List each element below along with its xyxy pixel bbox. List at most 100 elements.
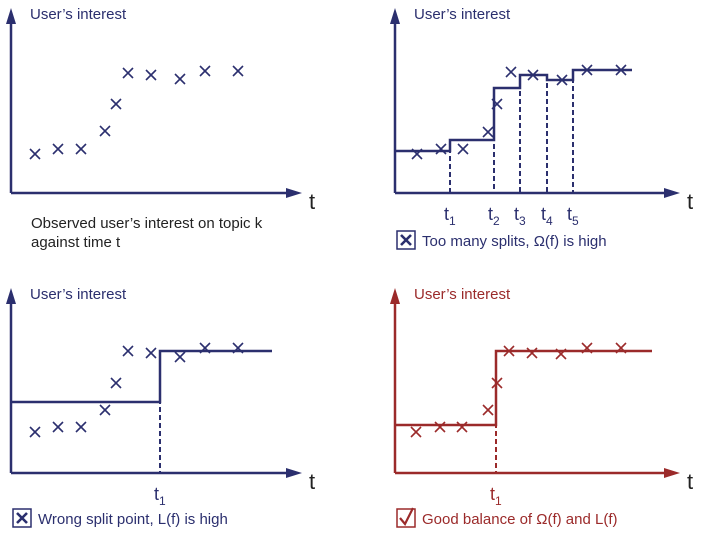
icon-box — [396, 508, 416, 528]
x-axis-label: t — [309, 189, 315, 214]
data-point-x-icon — [410, 426, 422, 438]
data-point-x-icon — [434, 421, 446, 433]
caption-line: Observed user’s interest on topic k — [31, 215, 263, 232]
step-function — [11, 349, 272, 404]
x-stroke — [482, 126, 494, 138]
x-stroke — [581, 342, 593, 354]
x-stroke — [435, 143, 447, 155]
panel-too-many-splits: User’s interest t t1 t2 t3 t4 t5 Too many split… — [390, 6, 693, 250]
data-point-x-icon — [232, 342, 244, 354]
data-point-x-icon — [199, 342, 211, 354]
caption: Too many splits, Ω(f) is high — [422, 233, 607, 250]
x-stroke — [145, 347, 157, 359]
data-point-x-icon — [52, 143, 64, 155]
x-stroke — [410, 426, 422, 438]
data-point-x-icon — [581, 342, 593, 354]
icon-box — [12, 508, 32, 528]
icon-box — [396, 230, 416, 250]
x-stroke — [29, 148, 41, 160]
data-point-x-icon — [110, 377, 122, 389]
caption-line: against time t — [31, 234, 121, 251]
y-axis-label: User’s interest — [30, 6, 127, 23]
y-axis-label: User’s interest — [30, 286, 127, 303]
data-point-x-icon — [145, 347, 157, 359]
x-stroke — [457, 143, 469, 155]
x-stroke — [99, 125, 111, 137]
x-stroke — [199, 65, 211, 77]
x-box-icon — [396, 230, 416, 250]
y-axis-arrow-icon — [6, 8, 16, 24]
x-stroke — [232, 65, 244, 77]
step-function — [395, 68, 632, 153]
data-point-x-icon — [99, 404, 111, 416]
x-stroke — [174, 73, 186, 85]
x-stroke — [615, 342, 627, 354]
x-stroke — [527, 69, 539, 81]
caption: Wrong split point, L(f) is high — [38, 511, 228, 528]
data-point-x-icon — [581, 64, 593, 76]
data-point-x-icon — [110, 98, 122, 110]
data-point-x-icon — [174, 73, 186, 85]
data-point-x-icon — [482, 404, 494, 416]
x-stroke — [145, 69, 157, 81]
data-point-x-icon — [75, 143, 87, 155]
x-stroke — [526, 347, 538, 359]
x-stroke — [555, 348, 567, 360]
step-function — [395, 349, 652, 427]
data-point-x-icon — [145, 69, 157, 81]
data-point-x-icon — [556, 74, 568, 86]
data-point-x-icon — [99, 125, 111, 137]
data-point-x-icon — [505, 66, 517, 78]
x-box-icon — [12, 508, 32, 528]
x-axis-label: t — [687, 189, 693, 214]
data-point-x-icon — [555, 348, 567, 360]
tick-label-t1: t1 — [490, 484, 502, 508]
data-point-x-icon — [411, 148, 423, 160]
x-stroke — [434, 421, 446, 433]
x-stroke — [456, 421, 468, 433]
data-point-x-icon — [526, 347, 538, 359]
x-stroke — [491, 377, 503, 389]
x-stroke — [505, 66, 517, 78]
x-stroke — [232, 342, 244, 354]
data-point-x-icon — [491, 98, 503, 110]
panel-wrong-split: User’s interest t t1 Wrong split point, L(f… — [6, 286, 315, 528]
data-point-x-icon — [435, 143, 447, 155]
x-stroke — [482, 404, 494, 416]
x-stroke — [110, 377, 122, 389]
x-axis-arrow-icon — [664, 468, 680, 478]
data-point-x-icon — [174, 351, 186, 363]
y-axis-arrow-icon — [6, 288, 16, 304]
data-point-x-icon — [615, 342, 627, 354]
tick-label-t4: t4 — [541, 204, 553, 228]
x-axis-arrow-icon — [286, 468, 302, 478]
x-stroke — [411, 148, 423, 160]
x-stroke — [581, 64, 593, 76]
data-point-x-icon — [122, 67, 134, 79]
x-stroke — [75, 421, 87, 433]
caption: Good balance of Ω(f) and L(f) — [422, 511, 617, 528]
tick-label-t1: t1 — [154, 484, 166, 508]
data-point-x-icon — [482, 126, 494, 138]
data-point-x-icon — [52, 421, 64, 433]
x-glyph — [400, 234, 412, 246]
data-point-x-icon — [29, 426, 41, 438]
check-glyph — [399, 507, 414, 526]
checkmark-box-icon — [396, 507, 416, 528]
tick-label-t3: t3 — [514, 204, 526, 228]
tick-label-t5: t5 — [567, 204, 579, 228]
panel-good-balance: User’s interest t t1 Good balance of Ω(f) a… — [390, 286, 693, 528]
x-stroke — [52, 143, 64, 155]
data-point-x-icon — [29, 148, 41, 160]
x-stroke — [110, 98, 122, 110]
x-glyph — [16, 512, 28, 524]
x-stroke — [52, 421, 64, 433]
x-stroke — [199, 342, 211, 354]
x-stroke — [99, 404, 111, 416]
x-stroke — [491, 98, 503, 110]
y-axis-label: User’s interest — [414, 6, 511, 23]
x-stroke — [174, 351, 186, 363]
y-axis-arrow-icon — [390, 8, 400, 24]
data-point-x-icon — [75, 421, 87, 433]
